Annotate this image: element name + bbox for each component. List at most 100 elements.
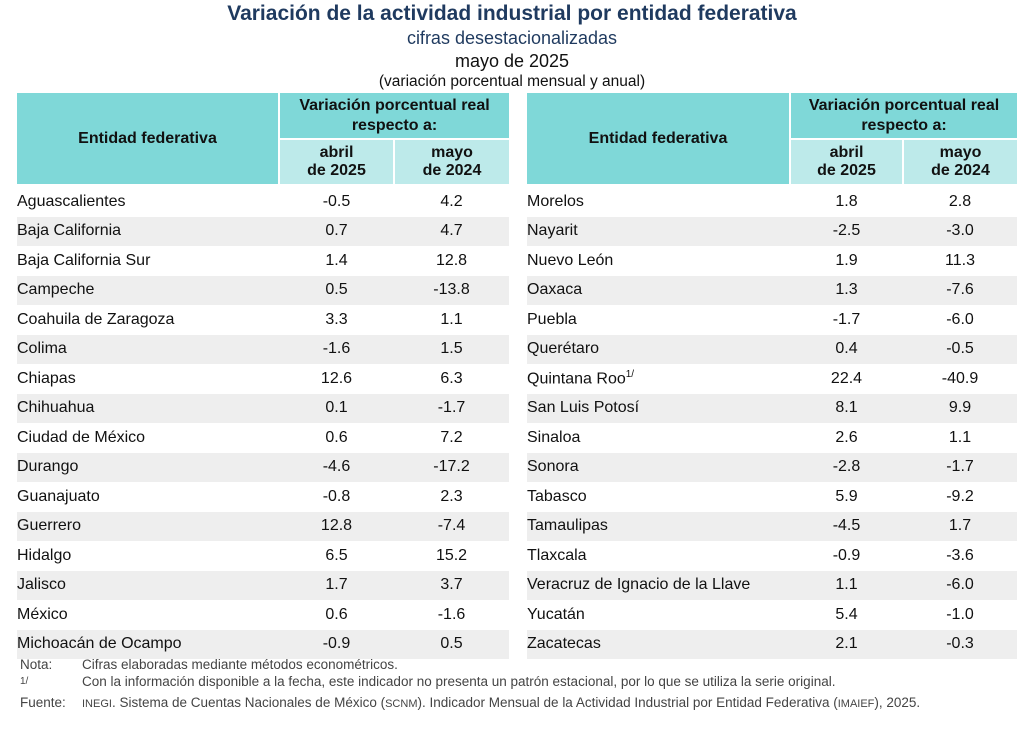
monthly-variation-cell: 1.8 [835,192,858,210]
monthly-variation-cell: 0.6 [325,428,348,446]
entity-name-cell: Querétaro [527,334,790,364]
entity-name-cell: Michoacán de Ocampo [17,629,279,659]
footnote-marker: 1/ [625,369,635,381]
year-column-header: mayo de 2024 [392,138,510,184]
report-date: mayo de 2025 [454,51,570,71]
table-row: Coahuila de Zaragoza 3.3 1.1 [17,305,509,335]
table-row: Quintana Roo1/22.4 -40.9 [527,364,1017,394]
annual-variation-cell: 9.9 [903,393,1018,423]
table-row: Jalisco 1.7 3.7 [17,570,510,600]
table-row: Puebla -1.7 -6.0 [527,305,1017,335]
annual-variation-cell: 1.1 [948,428,972,446]
annual-variation-cell: -9.2 [946,487,974,505]
table-row: Sonora -2.8 -1.7 [527,452,1018,482]
table-row: Michoacán de Ocampo -0.9 0.5 [17,629,510,659]
entity-name-cell: Quintana Roo1/ [527,369,635,388]
entity-name-cell: Veracruz de Ignacio de la Llave [527,570,790,600]
table-row: Baja California Sur 1.4 12.8 [17,246,509,276]
entity-name-cell: Hidalgo [17,546,72,564]
right-table-body: Morelos 1.8 2.8 Nayarit -2.5 -3.0 Nuevo León 1.… [527,187,1018,659]
entity-name-cell: Baja California [17,216,279,246]
table-row: Baja California 0.7 4.7 [17,216,510,246]
table-row: San Luis Potosí 8.1 9.9 [527,393,1018,423]
entity-name-cell: Campeche [17,275,279,305]
table-row: Nayarit -2.5 -3.0 [527,216,1018,246]
entity-name-cell: Nuevo León [527,251,614,269]
report-title: Variación de la actividad industrial por… [227,2,797,25]
source-row: Fuente: INEGI. Sistema de Cuentas Nacion… [20,694,1020,713]
monthly-variation-cell: 22.4 [830,369,863,387]
monthly-variation-cell: -0.8 [322,487,351,505]
annual-variation-cell: 12.8 [435,251,468,269]
left-table-body: Aguascalientes -0.5 4.2 Baja California 0.7 4… [17,187,510,659]
note-text: Cifras elaboradas mediante métodos econo… [82,657,398,672]
entity-name-cell: Tlaxcala [527,546,587,564]
entity-name-cell: Yucatán [527,605,585,623]
entity-name-cell: México [17,605,68,623]
annual-variation-cell: 3.7 [394,570,510,600]
note-label: Nota: [20,657,53,672]
monthly-variation-cell: 0.6 [325,605,348,623]
table-row: México 0.6 -1.6 [17,600,509,630]
entity-name-cell: Sinaloa [527,428,581,446]
monthly-variation-cell: 0.1 [279,393,394,423]
monthly-variation-cell: -2.8 [790,452,903,482]
table-row: Veracruz de Ignacio de la Llave 1.1 -6.0 [527,570,1018,600]
entity-name-cell: Chihuahua [17,393,279,423]
monthly-variation-cell: 12.8 [279,511,394,541]
entity-header: Entidad federativa [527,93,790,184]
monthly-variation-cell: 1.4 [325,251,348,269]
monthly-variation-cell: 8.1 [790,393,903,423]
entity-name-cell: Sonora [527,452,790,482]
table-row: Guerrero 12.8 -7.4 [17,511,510,541]
monthly-variation-cell: 0.7 [279,216,394,246]
entity-name-cell: Baja California Sur [17,251,151,269]
entity-name-cell: Jalisco [17,570,279,600]
annual-variation-cell: -13.8 [394,275,510,305]
monthly-variation-cell: 0.4 [790,334,903,364]
table-row: Yucatán 5.4 -1.0 [527,600,1017,630]
left-table: Entidad federativa Variación porcentual … [17,93,510,659]
monthly-variation-cell: -4.6 [279,452,394,482]
annual-variation-cell: 1.1 [440,310,463,328]
table-row: Nuevo León 1.9 11.3 [527,246,1017,276]
annual-variation-cell: -1.7 [903,452,1018,482]
annual-variation-cell: 4.2 [440,192,463,210]
entity-name-cell: Morelos [527,192,584,210]
entity-name-cell: Tamaulipas [527,511,790,541]
source-text: INEGI. Sistema de Cuentas Nacionales de … [82,694,921,710]
entity-name-cell: Oaxaca [527,275,790,305]
entity-name-cell: Zacatecas [527,629,790,659]
entity-name-cell: San Luis Potosí [527,393,790,423]
annual-variation-cell: 7.2 [440,428,463,446]
annual-variation-cell: -1.7 [394,393,510,423]
annual-variation-cell: -6.0 [946,310,974,328]
footnote-label: 1/ [20,676,29,687]
annual-variation-cell: -1.6 [437,605,466,623]
monthly-variation-cell: 5.4 [835,605,858,623]
annual-variation-cell: 6.3 [440,369,463,387]
annual-variation-cell: 2.3 [440,487,463,505]
source-label: Fuente: [20,694,66,710]
table-row: Querétaro 0.4 -0.5 [527,334,1018,364]
annual-variation-cell: -0.5 [903,334,1018,364]
report-subtitle: cifras desestacionalizadas [406,28,618,48]
entity-name-cell: Aguascalientes [17,192,126,210]
monthly-variation-cell: 1.9 [835,251,858,269]
entity-name-cell: Puebla [527,310,577,328]
annual-variation-cell: 15.2 [435,546,468,564]
monthly-variation-cell: -1.7 [832,310,861,328]
table-row: Hidalgo 6.5 15.2 [17,541,509,571]
footnote-row: 1/ Con la información disponible a la fe… [20,673,1020,694]
annual-variation-cell: -7.6 [903,275,1018,305]
table-row: Sinaloa 2.6 1.1 [527,423,1017,453]
note-row: Nota: Cifras elaboradas mediante métodos… [20,656,1020,673]
table-row: Guanajuato -0.8 2.3 [17,482,509,512]
monthly-variation-cell: 3.3 [325,310,348,328]
annual-variation-cell: 1.7 [903,511,1018,541]
monthly-variation-cell: -0.9 [832,546,861,564]
annual-variation-cell: -0.3 [903,629,1018,659]
variation-header: Variación porcentual real respecto a: [277,93,510,139]
table-row: Chiapas 12.6 6.3 [17,364,509,394]
monthly-variation-cell: 1.1 [790,570,903,600]
